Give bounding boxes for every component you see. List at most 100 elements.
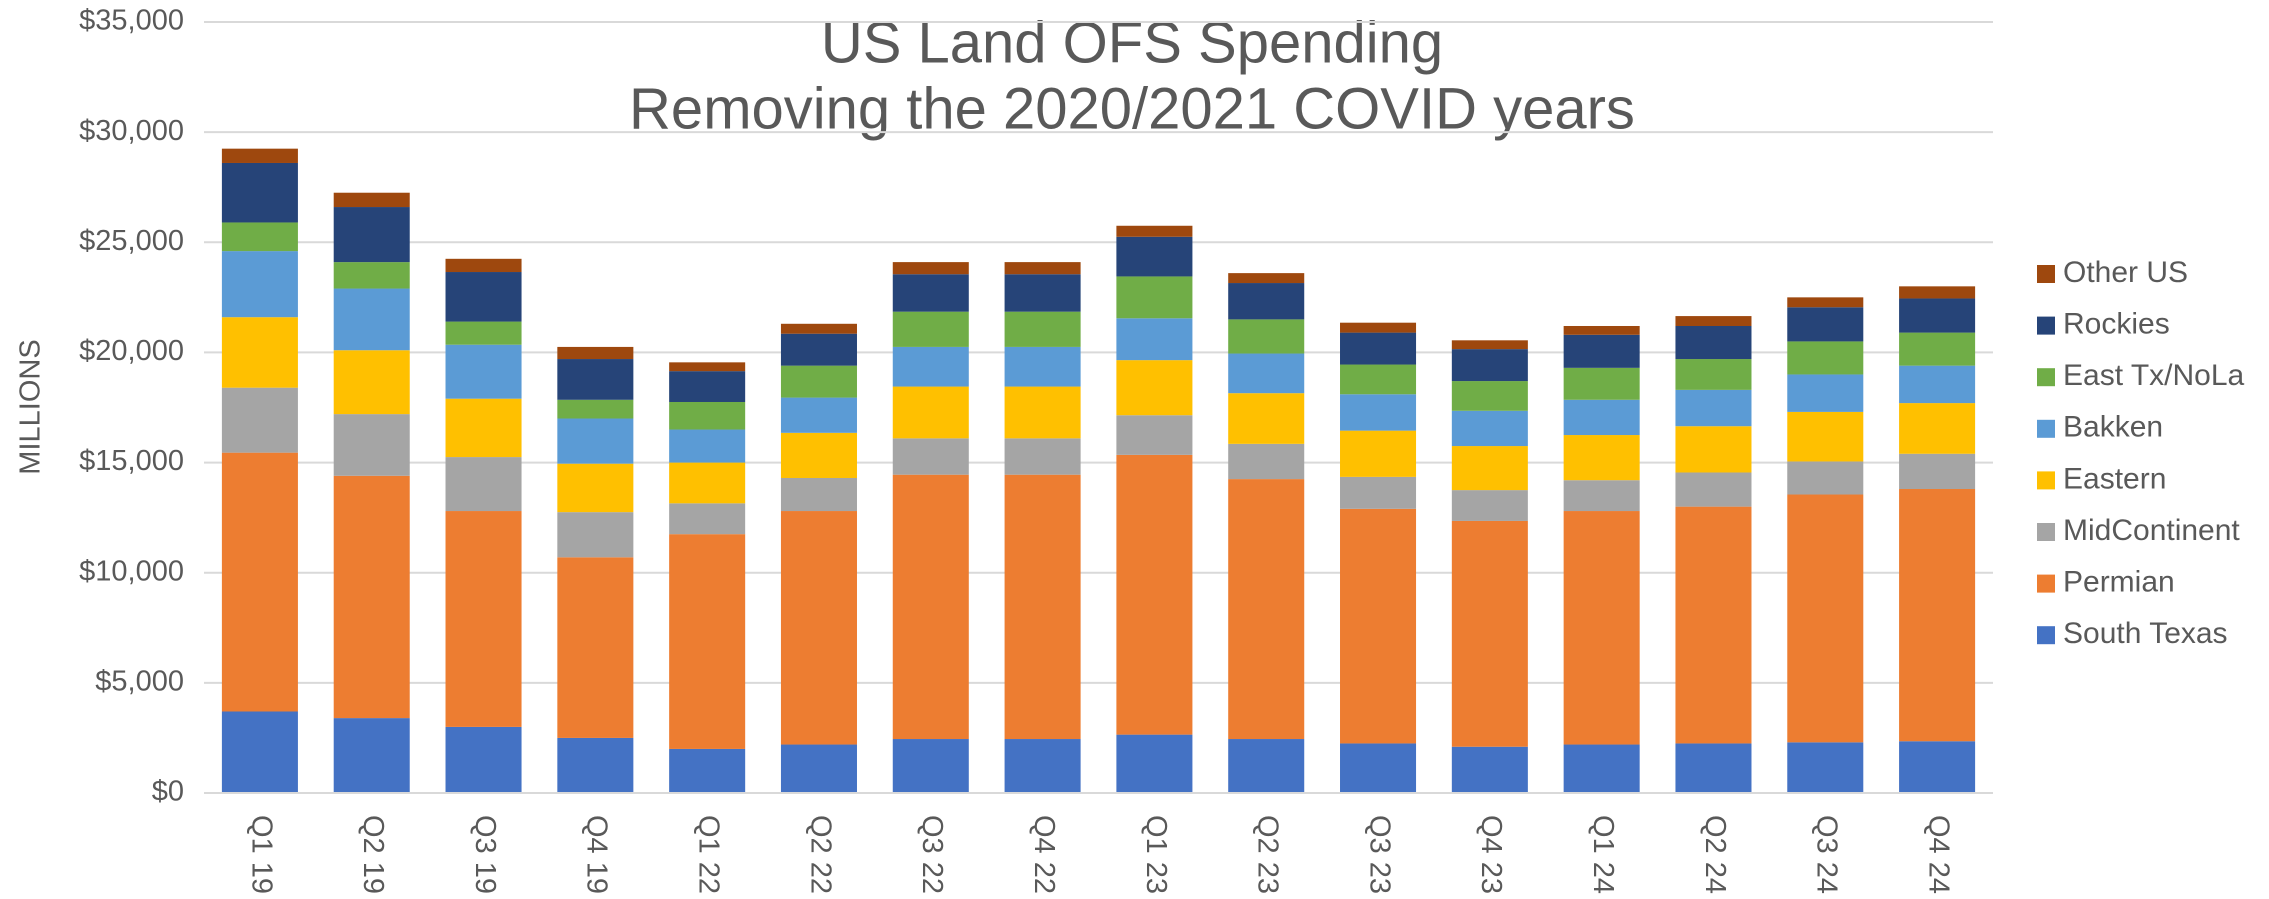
bar-segment xyxy=(1899,489,1976,742)
x-tick-label: Q2 24 xyxy=(1699,815,1731,894)
bar-segment xyxy=(1228,479,1305,740)
x-tick-label: Q4 19 xyxy=(581,815,613,894)
bar-segment xyxy=(1675,426,1752,473)
x-tick-label: Q2 22 xyxy=(804,815,836,894)
bar-segment xyxy=(1899,286,1976,299)
bar-segment xyxy=(1340,743,1417,793)
legend-label: South Texas xyxy=(2063,617,2228,650)
bar-segment xyxy=(1340,508,1417,744)
legend-label: Rockies xyxy=(2063,308,2170,341)
bar-segment xyxy=(557,418,634,464)
bar-segment xyxy=(1340,364,1417,395)
bar-segment xyxy=(1228,283,1305,320)
bar-segment xyxy=(1340,476,1417,509)
bar-segment xyxy=(892,274,969,312)
legend-swatch xyxy=(2037,574,2055,593)
bar-segment xyxy=(1675,316,1752,326)
bar-segment xyxy=(669,462,746,504)
bar-segment xyxy=(1787,411,1864,462)
bar-segment xyxy=(333,718,410,793)
legend-swatch xyxy=(2037,316,2055,335)
bar-segment xyxy=(669,534,746,749)
bar-segment xyxy=(333,350,410,415)
bar-segment xyxy=(1563,511,1640,745)
bar-segment xyxy=(1563,744,1640,793)
bar-segment xyxy=(221,251,298,318)
bar-segment xyxy=(557,557,634,738)
bar-segment xyxy=(1451,446,1528,491)
bar-segment xyxy=(1675,506,1752,744)
legend-swatch xyxy=(2037,523,2055,541)
x-tick-label: Q3 24 xyxy=(1811,815,1843,894)
legend-label: MidContinent xyxy=(2063,514,2240,547)
x-tick-label: Q2 19 xyxy=(357,815,389,894)
bar-segment xyxy=(780,397,857,433)
bar-segment xyxy=(892,262,969,275)
bar-segment xyxy=(1563,334,1640,368)
bar-segment xyxy=(669,371,746,402)
bar-segment xyxy=(557,399,634,419)
bar-segment xyxy=(221,148,298,163)
bar-segment xyxy=(1228,393,1305,444)
legend-label: Bakken xyxy=(2063,411,2163,444)
bar-segment xyxy=(780,744,857,793)
bar-segment xyxy=(445,272,522,322)
bar-segment xyxy=(221,162,298,223)
bar-segment xyxy=(892,438,969,475)
bar-segment xyxy=(1004,311,1081,347)
bar-segment xyxy=(445,457,522,512)
y-tick-label: $15,000 xyxy=(79,445,184,477)
x-tick-label: Q1 22 xyxy=(693,815,725,894)
bar-segment xyxy=(669,401,746,430)
x-tick-label: Q3 22 xyxy=(916,815,948,894)
x-tick-label: Q4 22 xyxy=(1028,815,1060,894)
bar-segment xyxy=(1899,453,1976,490)
bar-segment xyxy=(780,511,857,745)
bar-segment xyxy=(221,317,298,388)
bar-segment xyxy=(1228,273,1305,284)
bar-segment xyxy=(1787,494,1864,743)
bar-segment xyxy=(1787,307,1864,342)
bar-segment xyxy=(1563,367,1640,400)
bar-segment xyxy=(1563,399,1640,436)
bar-segment xyxy=(1116,318,1193,361)
y-tick-label: $5,000 xyxy=(95,666,184,698)
bar-segment xyxy=(1787,297,1864,308)
bar-segment xyxy=(333,207,410,263)
bar-segment xyxy=(780,333,857,366)
bar-segment xyxy=(1340,430,1417,477)
bar-segment xyxy=(221,452,298,712)
bar-segment xyxy=(445,258,522,273)
bar-segment xyxy=(1787,374,1864,412)
bar-segment xyxy=(1451,381,1528,411)
bar-segment xyxy=(1563,480,1640,512)
bar-segment xyxy=(1340,394,1417,431)
bar-segment xyxy=(780,365,857,398)
bar-segment xyxy=(1451,520,1528,747)
bar-segment xyxy=(221,387,298,453)
bar-segment xyxy=(1787,742,1864,793)
bar-segment xyxy=(1116,454,1193,735)
bar-segment xyxy=(1228,739,1305,793)
bar-segment xyxy=(1899,365,1976,404)
bar-segment xyxy=(1675,389,1752,427)
y-tick-label: $30,000 xyxy=(79,115,184,147)
bar-segment xyxy=(1899,298,1976,333)
y-tick-label: $20,000 xyxy=(79,335,184,367)
legend-swatch xyxy=(2037,471,2055,490)
bar-segment xyxy=(1675,359,1752,390)
bar-segment xyxy=(892,474,969,740)
bar-segment xyxy=(780,323,857,334)
bar-segment xyxy=(1116,734,1193,793)
bar-segment xyxy=(1675,743,1752,793)
y-tick-label: $35,000 xyxy=(79,5,184,37)
legend-label: Eastern xyxy=(2063,462,2166,495)
bar-segment xyxy=(669,429,746,463)
bar-segment xyxy=(1451,490,1528,521)
legend-swatch xyxy=(2037,265,2055,283)
bar-segment xyxy=(1899,741,1976,793)
x-tick-label: Q1 23 xyxy=(1140,815,1172,894)
bar-segment xyxy=(1004,274,1081,312)
bar-segment xyxy=(333,414,410,476)
bar-segment xyxy=(1563,325,1640,335)
